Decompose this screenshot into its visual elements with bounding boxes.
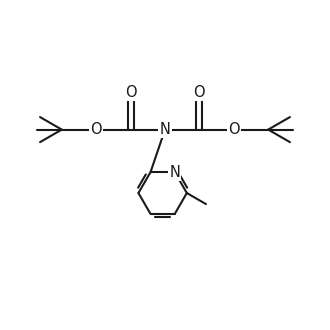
Text: O: O: [193, 85, 205, 100]
Text: O: O: [125, 85, 137, 100]
Text: O: O: [228, 122, 240, 137]
Text: N: N: [169, 165, 180, 180]
Text: N: N: [160, 122, 170, 137]
Text: O: O: [90, 122, 102, 137]
